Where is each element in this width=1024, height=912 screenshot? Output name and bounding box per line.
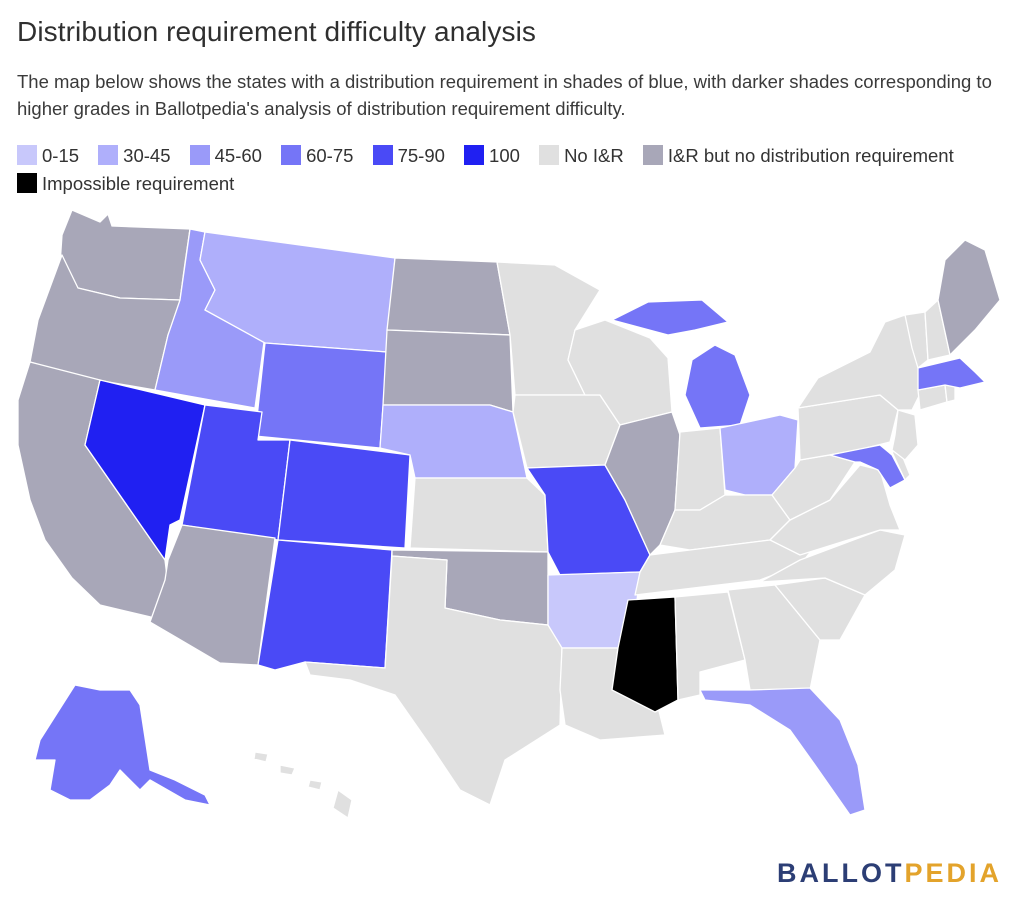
- legend-swatch: [17, 145, 37, 165]
- map-subtitle: The map below shows the states with a di…: [17, 71, 992, 119]
- logo-part-pedia: PEDIA: [904, 858, 1002, 888]
- legend-swatch: [464, 145, 485, 165]
- legend-label: I&R but no distribution requirement: [667, 145, 954, 166]
- legend: 0-15 30-45 45-60 60-75 75-90 100 No I&R …: [17, 142, 977, 198]
- legend-label: No I&R: [564, 145, 624, 166]
- legend-item-45-60: 45-60: [189, 142, 262, 170]
- state-nj[interactable]: [891, 409, 919, 461]
- state-ma[interactable]: [917, 357, 986, 391]
- state-ia[interactable]: [512, 394, 621, 469]
- legend-item-60-75: 60-75: [281, 142, 353, 170]
- legend-item-100: 100: [464, 142, 520, 170]
- state-in[interactable]: [674, 427, 726, 511]
- legend-label: 0-15: [42, 145, 80, 166]
- state-sd[interactable]: [382, 329, 514, 413]
- legend-item-no-ir: No I&R: [539, 142, 624, 170]
- state-ks[interactable]: [409, 477, 549, 553]
- logo-part-ballot: BALLOT: [776, 858, 905, 888]
- legend-swatch: [98, 145, 119, 165]
- legend-item-impossible: Impossible requirement: [17, 170, 234, 198]
- state-vt[interactable]: [904, 311, 929, 369]
- state-mi[interactable]: [611, 299, 751, 429]
- state-az[interactable]: [149, 524, 276, 666]
- state-hi[interactable]: [253, 751, 353, 819]
- state-nm[interactable]: [257, 539, 393, 671]
- state-wa[interactable]: [59, 209, 191, 301]
- legend-item-0-15: 0-15: [17, 142, 79, 170]
- legend-swatch: [642, 145, 663, 165]
- state-wy[interactable]: [254, 342, 388, 449]
- legend-item-ir-no-requirement: I&R but no distribution requirement: [642, 142, 954, 170]
- ballotpedia-logo: BALLOTPEDIA: [777, 858, 1002, 889]
- legend-swatch: [17, 173, 37, 193]
- legend-label: 30-45: [123, 145, 171, 166]
- state-ny[interactable]: [797, 314, 923, 411]
- state-co[interactable]: [277, 439, 411, 549]
- legend-label: Impossible requirement: [42, 173, 235, 194]
- map-title: Distribution requirement difficulty anal…: [17, 16, 536, 47]
- state-nd[interactable]: [386, 257, 511, 336]
- legend-label: 60-75: [306, 145, 354, 166]
- legend-swatch: [372, 145, 393, 165]
- legend-item-30-45: 30-45: [98, 142, 171, 170]
- state-sc[interactable]: [774, 577, 866, 641]
- state-me[interactable]: [937, 239, 1001, 356]
- legend-label: 45-60: [214, 145, 262, 166]
- legend-swatch: [189, 145, 210, 165]
- us-states-map: [17, 209, 1001, 819]
- legend-label: 75-90: [397, 145, 445, 166]
- legend-item-75-90: 75-90: [372, 142, 445, 170]
- legend-label: 100: [489, 145, 520, 166]
- state-fl[interactable]: [699, 687, 866, 816]
- legend-swatch: [539, 145, 560, 165]
- state-va[interactable]: [769, 464, 901, 556]
- state-nc[interactable]: [759, 529, 906, 596]
- state-tx[interactable]: [304, 555, 563, 806]
- state-md[interactable]: [829, 444, 906, 489]
- state-ak[interactable]: [34, 684, 211, 806]
- legend-swatch: [281, 145, 302, 165]
